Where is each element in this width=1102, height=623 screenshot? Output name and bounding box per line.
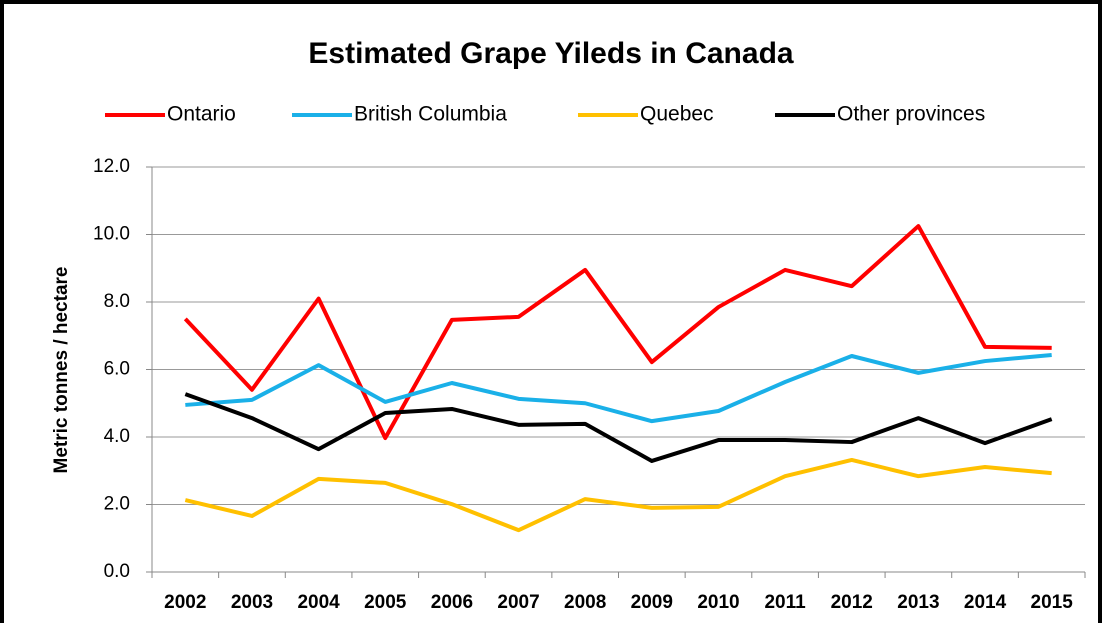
x-tick-label: 2006: [431, 592, 473, 613]
y-tick-label: 12.0: [93, 156, 130, 177]
chart-title: Estimated Grape Yileds in Canada: [308, 37, 793, 70]
series-line: [185, 352, 1052, 424]
y-tick-label: 2.0: [104, 494, 130, 515]
y-tick-label: 8.0: [104, 291, 130, 312]
x-tick-label: 2010: [697, 592, 739, 613]
y-tick-label: 4.0: [104, 426, 130, 447]
x-tick-label: 2015: [1031, 592, 1074, 613]
y-tick-label: 6.0: [104, 359, 130, 380]
x-tick-label: 2012: [831, 592, 873, 613]
legend-label: Other provinces: [837, 103, 985, 126]
series-line: [183, 224, 1052, 441]
y-tick-label: 10.0: [93, 224, 130, 245]
series-line: [184, 457, 1052, 533]
x-tick-label: 2007: [497, 592, 539, 613]
legend-label: Ontario: [167, 103, 236, 126]
x-tick-label: 2013: [897, 592, 939, 613]
legend-label: Quebec: [640, 103, 714, 126]
x-tick-label: 2011: [764, 592, 806, 613]
x-tick-label: 2003: [231, 592, 273, 613]
y-axis-label: Metric tonnes / hectare: [51, 267, 72, 474]
x-tick-label: 2014: [964, 592, 1007, 613]
x-tick-label: 2008: [564, 592, 606, 613]
x-tick-label: 2005: [364, 592, 407, 613]
x-tick-label: 2004: [297, 592, 340, 613]
series-line: [184, 392, 1053, 463]
x-tick-label: 2009: [631, 592, 673, 613]
y-tick-label: 0.0: [104, 561, 130, 582]
x-tick-label: 2002: [164, 592, 206, 613]
legend-label: British Columbia: [354, 103, 507, 126]
